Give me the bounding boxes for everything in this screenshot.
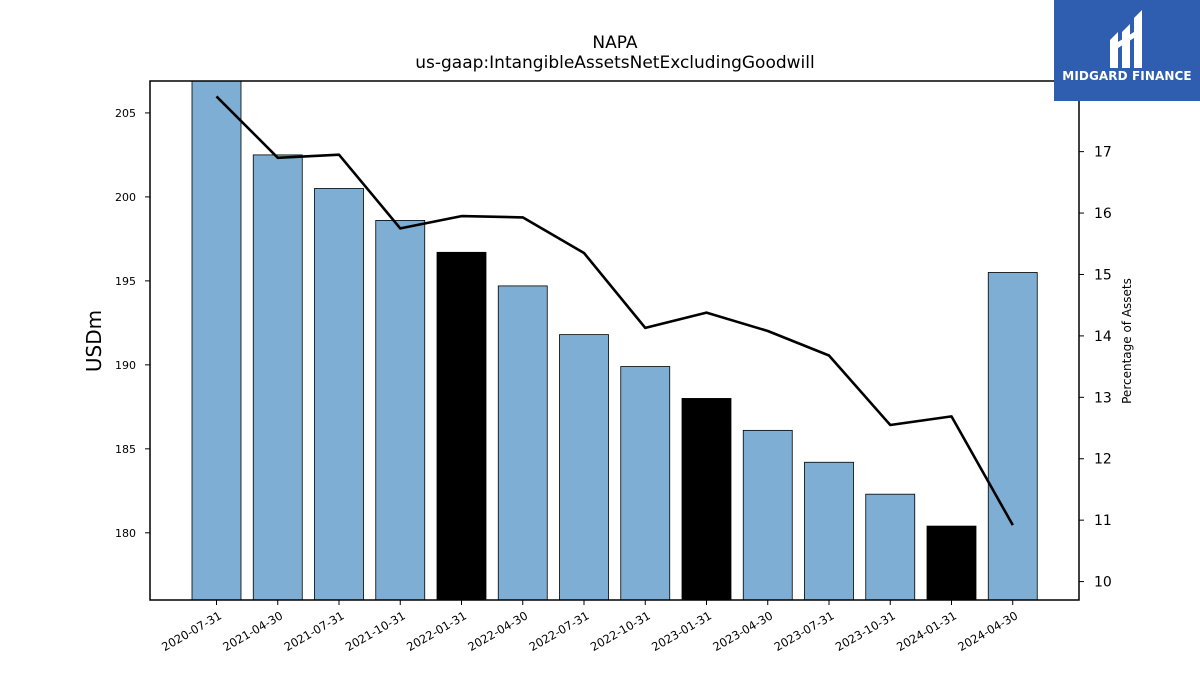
bar-2023-01-31 bbox=[681, 398, 732, 601]
bar-2023-10-31 bbox=[865, 493, 916, 601]
x-tick-label: 2022-04-30 bbox=[465, 608, 530, 654]
y-tick-label: 180 bbox=[115, 527, 136, 540]
bar-2021-10-31 bbox=[375, 220, 426, 601]
bar-2022-07-31 bbox=[559, 334, 609, 601]
plot-frame bbox=[149, 80, 1080, 601]
bar-2024-04-30 bbox=[987, 272, 1038, 601]
midgard-finance-logo: MIDGARD FINANCE bbox=[1054, 0, 1200, 101]
x-tick-label: 2022-07-31 bbox=[527, 608, 592, 654]
bar-2022-04-30 bbox=[497, 285, 548, 601]
y-tick-label: 190 bbox=[115, 359, 136, 372]
y-tick-label: 200 bbox=[115, 191, 136, 204]
percentage-of-assets-line bbox=[215, 95, 1014, 526]
bar-2021-04-30 bbox=[252, 154, 303, 601]
bar-2022-10-31 bbox=[620, 366, 671, 601]
y-axis-right: 10 11 12 13 14 15 16 17 bbox=[1079, 145, 1112, 591]
y-tick-label: 185 bbox=[115, 443, 136, 456]
x-tick-label: 2022-01-31 bbox=[404, 608, 469, 654]
bar-2022-01-31 bbox=[436, 251, 487, 601]
logo-text: MIDGARD FINANCE bbox=[1062, 69, 1192, 83]
x-tick-label: 2023-07-31 bbox=[772, 608, 837, 654]
x-tick-label: 2021-04-30 bbox=[220, 608, 285, 654]
x-tick-label: 2023-04-30 bbox=[710, 608, 775, 654]
x-tick-label: 2021-10-31 bbox=[343, 608, 408, 654]
y2-tick-label: 16 bbox=[1094, 206, 1112, 222]
x-tick-label: 2023-01-31 bbox=[649, 608, 714, 654]
y-axis-left: 180 185 190 195 200 205 bbox=[115, 107, 150, 540]
y2-tick-label: 12 bbox=[1094, 452, 1112, 468]
bar-2021-07-31 bbox=[314, 188, 364, 601]
bars-layer bbox=[191, 80, 1038, 601]
y2-tick-label: 14 bbox=[1094, 329, 1112, 345]
chart-title: NAPA bbox=[592, 33, 638, 53]
bar-2020-07-31 bbox=[191, 80, 242, 601]
x-tick-label: 2022-10-31 bbox=[588, 608, 653, 654]
x-axis: 2020-07-312021-04-302021-07-312021-10-31… bbox=[159, 600, 1020, 654]
y2-tick-label: 13 bbox=[1094, 390, 1112, 406]
y2-tick-label: 17 bbox=[1094, 145, 1112, 161]
logo-mark-icon bbox=[1110, 10, 1142, 68]
y2-tick-label: 11 bbox=[1094, 513, 1112, 529]
x-tick-label: 2024-01-31 bbox=[894, 608, 959, 654]
x-tick-label: 2021-07-31 bbox=[282, 608, 347, 654]
y-tick-label: 205 bbox=[115, 107, 136, 120]
y-axis-label: USDm bbox=[82, 310, 106, 372]
x-tick-label: 2020-07-31 bbox=[159, 608, 224, 654]
y2-tick-label: 10 bbox=[1094, 575, 1112, 591]
y2-tick-label: 15 bbox=[1094, 267, 1112, 283]
x-tick-label: 2023-10-31 bbox=[833, 608, 898, 654]
y2-axis-label: Percentage of Assets bbox=[1120, 278, 1134, 404]
y-tick-label: 195 bbox=[115, 275, 136, 288]
line-layer bbox=[215, 95, 1014, 526]
x-tick-label: 2024-04-30 bbox=[955, 608, 1020, 654]
bar-2023-07-31 bbox=[804, 461, 854, 601]
bar-2024-01-31 bbox=[926, 525, 977, 601]
chart-subtitle: us-gaap:IntangibleAssetsNetExcludingGood… bbox=[415, 53, 814, 73]
bar-2023-04-30 bbox=[742, 429, 793, 601]
